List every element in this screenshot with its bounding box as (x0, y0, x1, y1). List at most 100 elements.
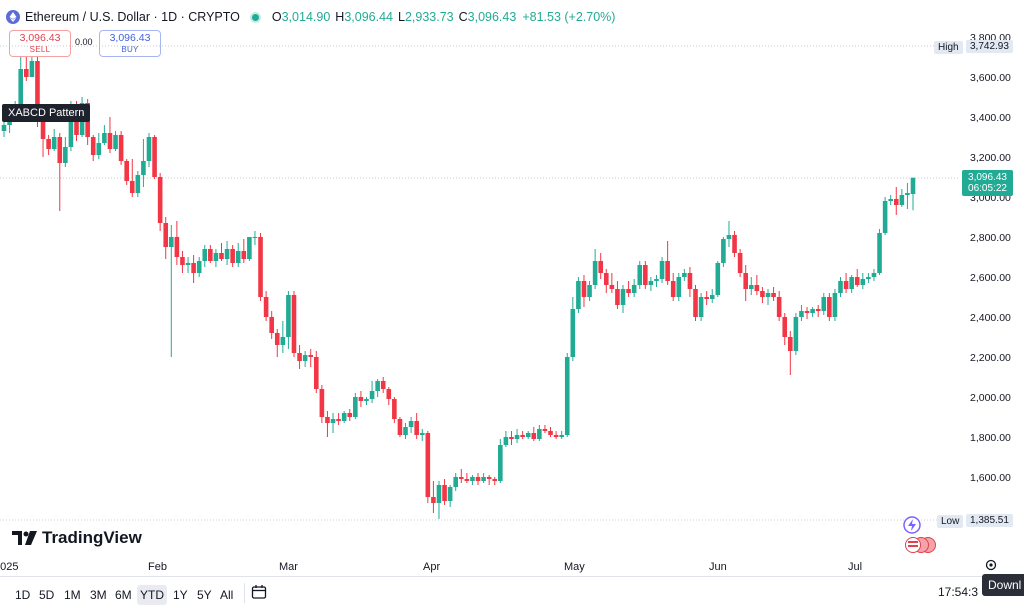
candle-down (124, 159, 129, 185)
range-button-5d[interactable]: 5D (39, 588, 55, 602)
events-flags-icon[interactable] (904, 536, 938, 559)
candle-up (498, 439, 503, 483)
candle-up (631, 279, 637, 297)
candle-up (353, 393, 358, 419)
time-tick-label: 2025 (0, 561, 18, 573)
candle-down (230, 245, 235, 267)
range-button-3m[interactable]: 3M (90, 588, 107, 602)
candle-up (503, 431, 509, 447)
candle-up (375, 379, 380, 397)
close-value: 3,096.43 (467, 10, 517, 24)
current-price-label: 3,096.43 06:05:22 (962, 170, 1013, 196)
candle-up (793, 313, 799, 355)
clock-time[interactable]: 17:54:3 (938, 585, 979, 599)
ethereum-icon (6, 10, 20, 24)
candle-up (559, 431, 564, 439)
market-status-dot-icon (251, 13, 259, 21)
candle-up (235, 243, 241, 267)
candle-down (531, 427, 537, 441)
tradingview-logo[interactable]: TradingView (12, 528, 142, 548)
candle-up (570, 297, 576, 361)
candle-up (135, 171, 141, 197)
sell-button[interactable]: 3,096.43 SELL (9, 30, 71, 57)
candle-up (141, 139, 146, 187)
range-button-5y[interactable]: 5Y (197, 588, 212, 602)
candle-down (180, 251, 185, 273)
candle-up (682, 269, 687, 281)
range-button-1m[interactable]: 1M (64, 588, 81, 602)
candle-down (782, 313, 788, 345)
high-value-tag: 3,742.93 (966, 40, 1013, 53)
range-button-1d[interactable]: 1D (15, 588, 31, 602)
logo-text: TradingView (42, 528, 142, 547)
candle-down (615, 281, 620, 309)
time-tick-label: Feb (148, 561, 167, 573)
candle-down (665, 241, 670, 285)
candle-up (364, 397, 369, 405)
candle-down (397, 417, 403, 437)
price-tick-label: 3,200.00 (970, 152, 1011, 164)
candle-down (258, 233, 263, 301)
buy-button[interactable]: 3,096.43 BUY (99, 30, 161, 57)
candle-down (754, 275, 760, 295)
candle-up (185, 257, 191, 273)
candle-down (548, 427, 553, 437)
candle-up (51, 129, 57, 151)
candle-up (286, 291, 291, 349)
range-button-all[interactable]: All (220, 588, 234, 602)
download-button[interactable]: Downl (982, 574, 1024, 596)
time-tick-label: Mar (279, 561, 298, 573)
candle-down (475, 473, 481, 485)
candle-down (431, 481, 436, 513)
candle-down (241, 239, 247, 263)
candle-up (470, 475, 475, 485)
candle-down (90, 135, 96, 161)
candle-up (799, 305, 804, 321)
candle-down (208, 245, 213, 263)
candle-up (280, 321, 286, 353)
high-label-tag: High (934, 41, 963, 54)
range-button-ytd[interactable]: YTD (137, 585, 167, 605)
candle-up (202, 245, 208, 267)
candle-down (815, 305, 821, 317)
lightning-icon[interactable] (902, 515, 922, 540)
change-value: +81.53 (+2.70%) (522, 10, 616, 24)
candle-up (447, 485, 453, 507)
candle-down (804, 307, 810, 319)
candle-down (163, 217, 169, 259)
time-tick-label: Jul (848, 561, 862, 573)
symbol-title[interactable]: Ethereum / U.S. Dollar · 1D · CRYPTO (25, 10, 240, 24)
candle-down (118, 131, 124, 165)
candle-up (838, 277, 843, 297)
close-label: C (458, 10, 468, 24)
candle-down (24, 57, 29, 81)
candle-down (219, 243, 224, 261)
candle-up (637, 261, 643, 289)
candle-down (157, 173, 163, 231)
range-button-1y[interactable]: 1Y (173, 588, 188, 602)
candle-down (46, 135, 51, 155)
candle-down (581, 275, 587, 307)
calendar-goto-date-icon[interactable] (251, 584, 267, 605)
candle-up (721, 237, 726, 267)
candle-down (486, 475, 492, 485)
candle-up (369, 381, 375, 403)
candle-up (102, 125, 107, 145)
candle-down (542, 425, 548, 433)
spread-value: 0.00 (75, 37, 93, 47)
range-button-6m[interactable]: 6M (115, 588, 132, 602)
candle-up (169, 225, 174, 357)
candle-up (888, 195, 893, 205)
candle-up (419, 429, 425, 441)
candle-up (620, 285, 626, 313)
candle-down (893, 187, 899, 215)
candle-down (458, 469, 464, 483)
sell-label: SELL (29, 44, 51, 54)
price-tick-label: 1,600.00 (970, 472, 1011, 484)
candle-up (648, 277, 654, 291)
candlestick-chart[interactable]: 3,800.003,600.003,400.003,200.003,000.00… (0, 0, 1024, 576)
candle-down (732, 231, 737, 257)
candle-down (274, 329, 280, 357)
settings-gear-icon[interactable] (984, 558, 998, 577)
candle-down (687, 267, 693, 297)
